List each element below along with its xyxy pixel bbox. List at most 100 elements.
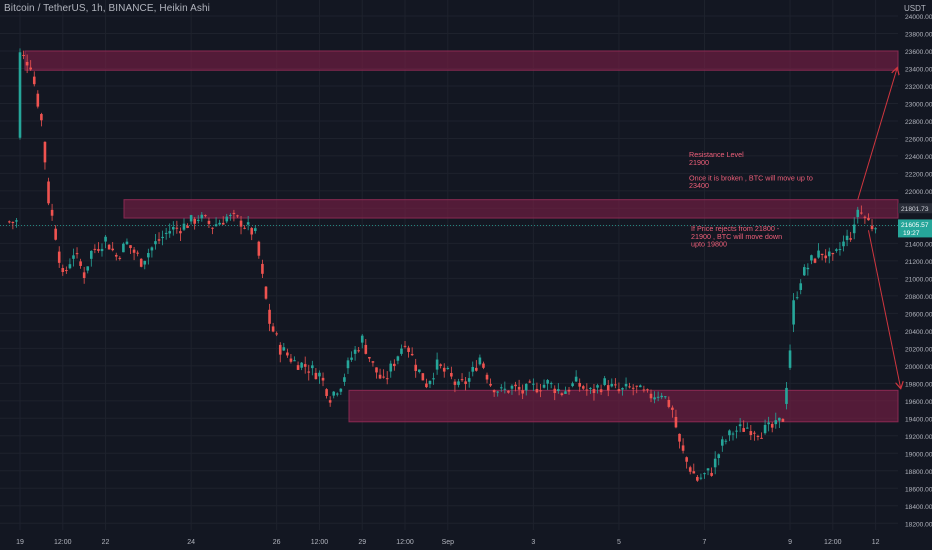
candle-body	[696, 476, 699, 481]
candle-body	[685, 457, 688, 462]
candle-body	[232, 212, 236, 214]
candle-body	[378, 374, 382, 379]
candle-body	[75, 253, 79, 255]
candle-body	[606, 385, 610, 391]
candle-body	[688, 467, 692, 472]
candle-body	[646, 389, 649, 391]
candle-body	[393, 363, 396, 367]
candle-body	[660, 395, 663, 398]
candle-body	[414, 364, 418, 371]
candle-body	[756, 435, 760, 437]
candle-body	[118, 257, 122, 259]
candle-body	[403, 345, 407, 347]
price-zone	[348, 389, 899, 423]
price-tick-label: 22200.00	[905, 171, 932, 178]
time-tick-label: 29	[358, 539, 366, 546]
candle-body	[111, 248, 114, 251]
candle-body	[168, 231, 172, 234]
candle-body	[585, 389, 589, 391]
candle-body	[749, 431, 753, 436]
candle-body	[631, 387, 635, 389]
annotation-line: 23400	[689, 181, 709, 190]
candle-body	[581, 386, 585, 389]
annotation-line: If Price rejects from 21800 -	[691, 224, 780, 233]
time-tick-label: 5	[617, 539, 621, 546]
candle-body	[795, 297, 799, 299]
candle-body	[82, 272, 86, 278]
candle-body	[421, 373, 425, 381]
candle-body	[400, 348, 403, 354]
price-tick-label: 21000.00	[905, 276, 932, 283]
candle-body	[792, 300, 795, 325]
candle-body	[171, 227, 175, 230]
candle-body	[831, 252, 835, 255]
price-zones	[0, 50, 899, 423]
candle-body	[164, 232, 168, 234]
candle-body	[364, 344, 368, 354]
candle-body	[214, 224, 218, 227]
candle-body	[357, 350, 360, 352]
candle-body	[132, 249, 136, 253]
candle-body	[328, 400, 332, 403]
candle-body	[343, 377, 346, 382]
candle-body	[318, 372, 321, 377]
candle-body	[521, 390, 524, 394]
candle-body	[107, 244, 111, 250]
candle-body	[382, 376, 385, 378]
price-tick-label: 21200.00	[905, 259, 932, 266]
candle-body	[143, 260, 147, 265]
candle-body	[649, 393, 653, 399]
time-axis[interactable]: 19 12:00 22 24 26 12:00 29 12:00 Sep 3 5 7 9 12:00 12	[16, 539, 879, 546]
candle-body	[114, 254, 118, 257]
candle-body	[104, 236, 107, 242]
candle-body	[642, 389, 646, 391]
candle-body	[25, 61, 29, 66]
candle-body	[450, 372, 453, 377]
candle-body	[282, 347, 286, 351]
time-tick-label: 12:00	[396, 539, 414, 546]
annotation-arrows	[857, 68, 901, 387]
candle-body	[610, 383, 614, 387]
candle-body	[43, 141, 47, 163]
candle-body	[503, 388, 507, 390]
candle-body	[54, 228, 57, 240]
candle-body	[592, 388, 596, 394]
trend-arrow	[867, 230, 900, 387]
candle-body	[100, 248, 104, 252]
candle-body	[510, 385, 514, 389]
price-axis[interactable]: 18200.00 18400.00 18600.00 18800.00 19000.00…	[898, 14, 932, 528]
candle-body	[842, 241, 845, 247]
price-tick-label: 20800.00	[905, 294, 932, 301]
candle-body	[200, 214, 204, 219]
candle-body	[239, 220, 243, 227]
candle-body	[467, 378, 471, 382]
time-tick-label: 7	[703, 539, 707, 546]
price-tick-label: 20400.00	[905, 329, 932, 336]
candle-body	[257, 241, 261, 256]
candle-body	[453, 381, 457, 385]
price-tick-label: 23400.00	[905, 66, 932, 73]
candle-body	[524, 383, 528, 391]
time-tick-label: 12:00	[54, 539, 72, 546]
price-tick-label: 23800.00	[905, 31, 932, 38]
candle-body	[703, 473, 706, 475]
candle-body	[389, 363, 393, 372]
candle-body	[770, 423, 774, 428]
candle-body	[179, 231, 182, 234]
candle-body	[496, 391, 500, 393]
candle-body	[874, 228, 877, 230]
candle-body	[599, 389, 603, 393]
price-tick-label: 18400.00	[905, 504, 932, 511]
candle-body	[870, 225, 874, 230]
annotation-line: Once it is broken , BTC will move up to	[689, 173, 813, 182]
candle-body	[211, 227, 214, 229]
candle-body	[692, 471, 696, 474]
candle-body	[246, 222, 250, 225]
candle-body	[589, 387, 592, 389]
candle-body	[72, 255, 75, 259]
candle-body	[863, 216, 867, 218]
candle-body	[417, 369, 421, 372]
candle-body	[8, 221, 11, 223]
